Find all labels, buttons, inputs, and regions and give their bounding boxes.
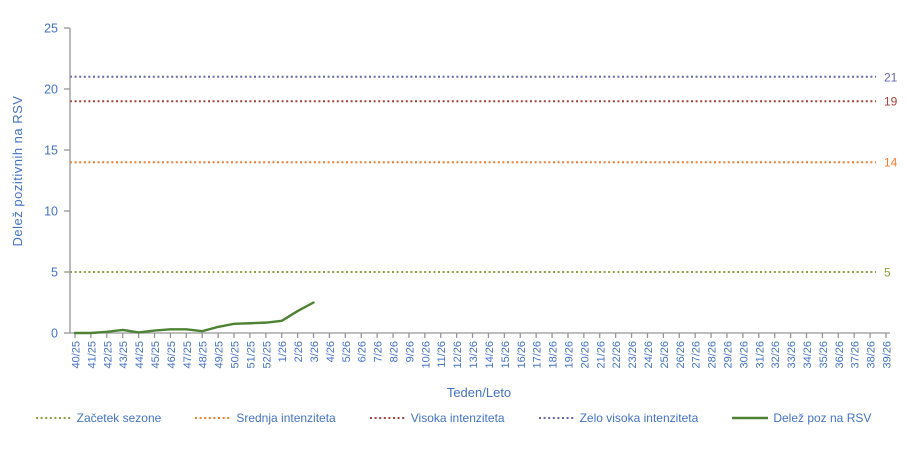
x-tick-label: 17/26 [532, 341, 544, 369]
legend-item: Visoka intenziteta [369, 411, 505, 425]
x-tick-label: 8/26 [389, 341, 401, 362]
y-tick-label: 15 [44, 144, 58, 158]
y-tick-label: 0 [51, 327, 58, 341]
legend-item: Zelo visoka intenziteta [538, 411, 699, 425]
y-axis-title: Delež pozitivnih na RSV [10, 95, 25, 247]
x-tick-label: 51/25 [245, 341, 257, 369]
x-tick-label: 29/26 [722, 341, 734, 369]
x-tick-label: 14/26 [484, 341, 496, 369]
x-tick-label: 27/26 [691, 341, 703, 369]
threshold-value-label: 14 [884, 156, 898, 170]
x-tick-label: 13/26 [468, 341, 480, 369]
chart-plot-area: 5 14 19 21 0 5 10 15 20 25 40/25 41/25 42/25 43/25 44/… [44, 22, 898, 369]
x-tick-label: 46/25 [166, 341, 178, 369]
legend-item: Delež poz na RSV [732, 411, 871, 425]
y-tick-label: 20 [44, 83, 58, 97]
legend-label: Zelo visoka intenziteta [579, 411, 699, 425]
x-tick-label: 7/26 [373, 341, 385, 362]
x-tick-label: 21/26 [595, 341, 607, 369]
x-tick-label: 33/26 [786, 341, 798, 369]
x-tick-label: 10/26 [420, 341, 432, 369]
x-tick-label: 12/26 [452, 341, 464, 369]
threshold-value-label: 21 [884, 70, 898, 84]
x-tick-label: 25/26 [659, 341, 671, 369]
x-tick-label: 43/25 [118, 341, 130, 369]
dotted-line-icon [369, 417, 406, 419]
x-tick-label: 44/25 [134, 341, 146, 369]
x-tick-label: 16/26 [516, 341, 528, 369]
legend-item: Začetek sezone [35, 411, 162, 425]
legend-label: Srednja intenziteta [236, 411, 336, 425]
threshold-value-label: 5 [884, 266, 891, 280]
x-axis-title: Teden/Leto [446, 385, 512, 400]
x-tick-label: 37/26 [850, 341, 862, 369]
solid-line-icon [732, 416, 769, 420]
x-tick-label: 41/25 [86, 341, 98, 369]
legend-label: Delež poz na RSV [773, 411, 872, 425]
x-tick-label: 19/26 [563, 341, 575, 369]
legend-item: Srednja intenziteta [195, 411, 336, 425]
chart-legend: Začetek sezone Srednja intenziteta Visoka … [0, 411, 907, 425]
x-tick-label: 20/26 [579, 341, 591, 369]
x-tick-label: 11/26 [436, 341, 448, 368]
x-tick-label: 47/25 [182, 341, 194, 369]
x-tick-label: 48/25 [198, 341, 210, 369]
x-tick-label: 24/26 [643, 341, 655, 369]
threshold-value-label: 19 [884, 95, 898, 109]
dotted-line-icon [35, 417, 72, 419]
y-tick-label: 10 [44, 205, 58, 219]
x-tick-label: 30/26 [738, 341, 750, 369]
x-tick-label: 34/26 [802, 341, 814, 369]
x-tick-label: 49/25 [214, 341, 226, 369]
x-tick-label: 1/26 [277, 341, 289, 362]
x-tick-label: 36/26 [834, 341, 846, 369]
x-tick-label: 31/26 [754, 341, 766, 369]
x-tick-label: 23/26 [627, 341, 639, 369]
legend-label: Visoka intenziteta [410, 411, 505, 425]
x-tick-label: 28/26 [707, 341, 719, 369]
x-tick-label: 32/26 [770, 341, 782, 369]
x-tick-label: 39/26 [882, 341, 894, 369]
x-tick-label: 45/25 [150, 341, 162, 369]
x-tick-label: 38/26 [866, 341, 878, 369]
x-tick-label: 18/26 [548, 341, 560, 369]
x-tick-label: 50/25 [230, 341, 242, 369]
x-tick-label: 9/26 [404, 341, 416, 362]
x-tick-label: 2/26 [293, 341, 305, 362]
x-tick-label: 3/26 [309, 341, 321, 362]
x-tick-label: 15/26 [500, 341, 512, 369]
x-tick-label: 35/26 [818, 341, 830, 369]
x-tick-label: 6/26 [357, 341, 369, 362]
legend-label: Začetek sezone [76, 411, 162, 425]
data-series-line [73, 301, 315, 335]
x-tick-label: 5/26 [341, 341, 353, 362]
y-tick-label: 5 [51, 266, 58, 280]
dotted-line-icon [195, 417, 232, 419]
x-tick-label: 40/25 [71, 341, 83, 369]
dotted-line-icon [538, 417, 575, 419]
x-tick-label: 52/25 [261, 341, 273, 369]
x-tick-label: 26/26 [675, 341, 687, 369]
x-tick-label: 22/26 [611, 341, 623, 369]
x-tick-label: 42/25 [102, 341, 114, 369]
x-tick-label: 4/26 [325, 341, 337, 362]
y-tick-label: 25 [44, 22, 58, 36]
